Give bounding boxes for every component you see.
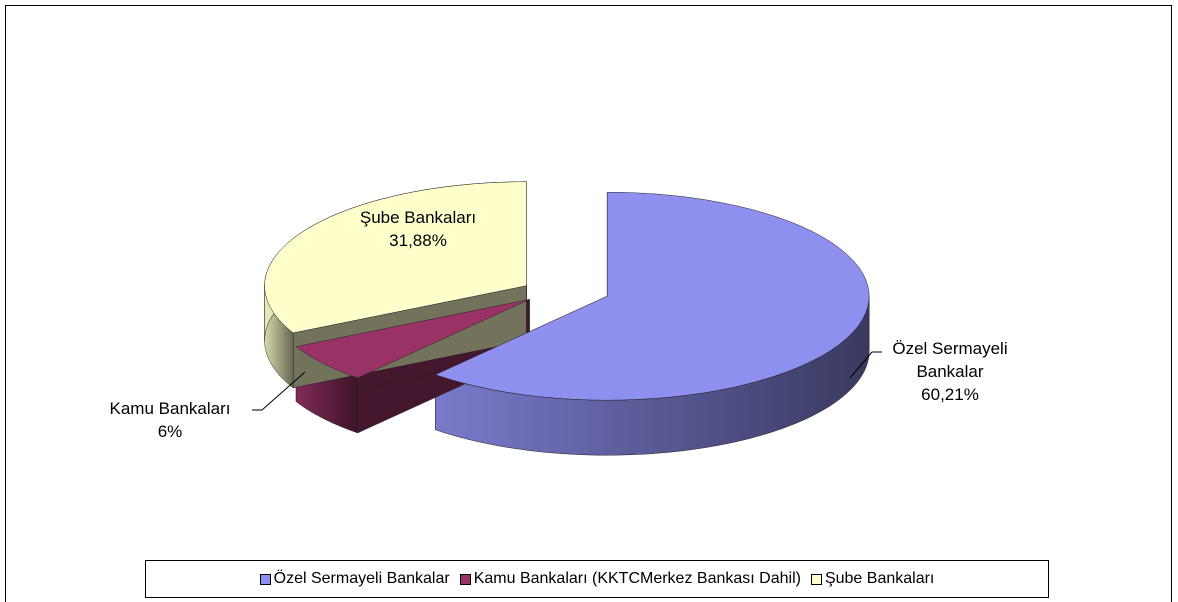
leader-line [849,351,882,379]
data-label: Şube Bankaları 31,88% [318,206,518,252]
legend-swatch [810,573,822,585]
label-name: Şube Bankaları [359,208,477,227]
slice [264,181,527,334]
leader-line [252,371,306,411]
data-label: Özel Sermayeli Bankalar 60,21% [870,337,1030,406]
slice [434,191,870,401]
label-value: 31,88% [389,231,447,250]
legend-item: Şube Bankaları [810,570,935,588]
legend-swatch [459,573,471,585]
pie [264,181,870,456]
label-name: Kamu Bankaları [109,399,231,418]
legend-swatch [259,573,271,585]
label-value: 6% [157,422,183,441]
data-label: Kamu Bankaları 6% [70,397,270,443]
chart-border [5,5,1172,602]
legend-item: Özel Sermayeli Bankalar [259,570,450,588]
legend-label: Kamu Bankaları (KKTCMerkez Bankası Dahil… [473,570,801,587]
legend-item: Kamu Bankaları (KKTCMerkez Bankası Dahil… [459,570,801,588]
legend-label: Şube Bankaları [824,570,935,587]
legend: Özel Sermayeli Bankalar Kamu Bankaları (K… [145,560,1049,598]
label-name: Özel Sermayeli Bankalar [892,339,1008,381]
label-value: 60,21% [921,385,979,404]
slice [295,299,530,379]
legend-label: Özel Sermayeli Bankalar [273,570,450,587]
